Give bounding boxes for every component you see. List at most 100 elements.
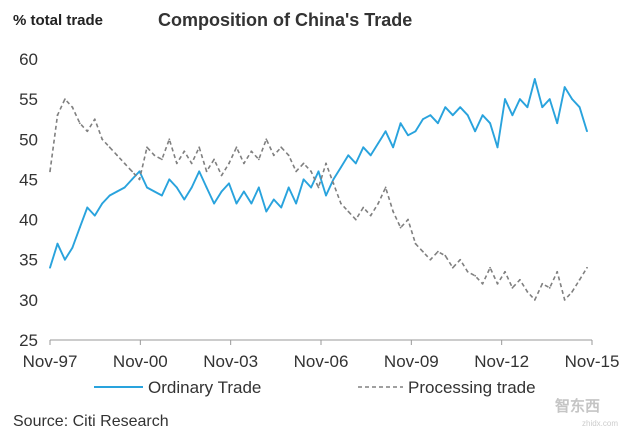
watermark-url: zhidx.com [582, 419, 619, 428]
data-point [571, 290, 574, 293]
data-point [56, 242, 59, 245]
data-point [526, 106, 529, 109]
data-point [325, 162, 327, 165]
data-point [474, 274, 477, 277]
data-point [71, 106, 74, 109]
data-point [101, 138, 104, 141]
data-point [481, 114, 484, 117]
data-point [362, 146, 365, 149]
y-axis-unit-label: % total trade [13, 12, 104, 29]
data-point [586, 130, 588, 133]
data-point [369, 214, 372, 217]
data-point [310, 186, 312, 189]
data-point [332, 182, 335, 185]
data-point [518, 278, 521, 281]
data-point [131, 178, 133, 181]
data-point [138, 178, 141, 181]
data-point [287, 154, 290, 157]
data-point [272, 198, 275, 201]
data-point [489, 266, 491, 269]
data-point [175, 162, 178, 165]
data-point [78, 226, 81, 229]
series-line [49, 78, 588, 268]
data-point [235, 146, 238, 149]
data-point [190, 186, 193, 189]
y-axis: 25 30 35 40 45 50 55 60 [19, 50, 38, 350]
data-point [496, 282, 499, 285]
data-point [280, 146, 283, 149]
data-point [377, 202, 380, 205]
data-point [504, 270, 506, 273]
data-point [228, 162, 230, 165]
data-point [511, 114, 514, 117]
data-point [399, 122, 402, 125]
x-tick-label: Nov-06 [294, 352, 349, 371]
data-point [563, 298, 566, 301]
data-point [533, 78, 536, 80]
data-point [578, 106, 581, 109]
x-tick-label: Nov-00 [113, 352, 168, 371]
data-point [71, 246, 74, 249]
data-point [146, 186, 148, 189]
data-point [429, 114, 432, 117]
data-point [392, 210, 395, 213]
y-tick-label: 55 [19, 90, 38, 109]
data-point [451, 114, 454, 117]
data-point [541, 106, 544, 109]
series-line [49, 98, 588, 301]
data-point [64, 258, 66, 261]
data-point [175, 186, 178, 189]
data-point [362, 206, 365, 209]
data-point [123, 186, 126, 189]
data-point [287, 186, 290, 189]
data-point [459, 258, 462, 261]
data-point [481, 282, 484, 285]
data-point [295, 170, 298, 173]
data-point [265, 138, 268, 141]
data-point [586, 266, 588, 269]
data-point [116, 190, 119, 193]
data-point [377, 142, 380, 145]
data-point [168, 178, 171, 181]
data-point [108, 146, 111, 149]
data-point [220, 174, 223, 177]
data-point [302, 178, 305, 181]
data-point [265, 210, 268, 213]
data-point [49, 266, 51, 269]
data-point [384, 130, 387, 133]
data-point [571, 98, 574, 101]
data-point [451, 266, 454, 269]
data-point [116, 154, 119, 157]
data-point [556, 270, 559, 273]
data-point [541, 282, 544, 285]
data-point [131, 170, 133, 173]
data-point [474, 130, 477, 133]
data-point [198, 146, 201, 149]
data-point [257, 158, 260, 161]
x-tick-label: Nov-09 [384, 352, 439, 371]
data-point [213, 158, 215, 161]
data-point [436, 122, 439, 125]
data-point [466, 114, 469, 117]
data-point [64, 98, 66, 101]
data-point [504, 98, 506, 101]
data-point [168, 138, 171, 141]
data-point [407, 218, 409, 221]
x-axis: Nov-97 Nov-00 Nov-03 Nov-06 Nov-09 Nov-12 Nov-… [23, 339, 619, 371]
data-point [399, 226, 402, 229]
data-point [414, 242, 417, 245]
data-point [123, 162, 126, 165]
data-point [347, 210, 350, 213]
data-point [354, 162, 357, 165]
data-point [280, 206, 283, 209]
y-tick-label: 35 [19, 251, 38, 270]
y-tick-label: 25 [19, 331, 38, 350]
data-point [444, 106, 447, 109]
data-point [444, 254, 447, 257]
data-point [422, 118, 424, 121]
data-point [459, 106, 462, 109]
data-point [250, 150, 253, 153]
data-point [407, 134, 409, 137]
data-point [332, 178, 335, 181]
